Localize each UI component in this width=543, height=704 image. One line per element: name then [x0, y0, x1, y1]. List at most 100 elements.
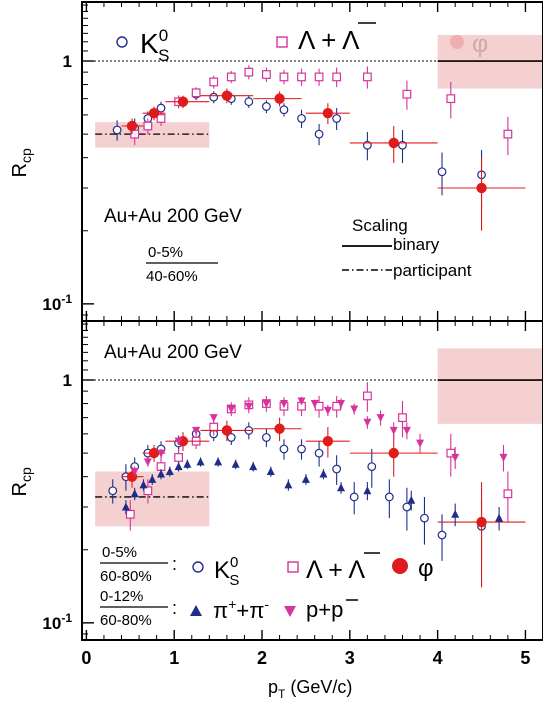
bottom-series-pi-pi--point	[214, 457, 223, 466]
top-series-k0s	[112, 88, 486, 208]
bottom-series-p-pbar-point	[130, 468, 139, 477]
bottom-series-p-pbar-point	[337, 400, 346, 409]
top-series-lambda-antilambda-point	[209, 77, 219, 87]
top-series-lambda-antilambda-point	[332, 72, 342, 82]
top-series-k0s-point	[314, 129, 324, 139]
scaling-binary-label: binary	[393, 235, 440, 254]
bottom-series-k0s-point	[332, 464, 342, 474]
bottom-series-p-pbar-point	[310, 400, 319, 409]
x-axis-title: pT (GeV/c)	[268, 677, 352, 701]
bottom-series-p-pbar-point	[323, 406, 332, 415]
top-y-axis-title: Rcp	[9, 148, 34, 177]
bottom-plot-area	[82, 348, 543, 588]
bottom-series-pi-pi--point	[130, 489, 139, 498]
bottom-series-p-pbar-point	[262, 400, 271, 409]
top-series-lambda-antilambda-point	[297, 72, 306, 82]
bottom-series-lambda-antilambda-point	[446, 448, 456, 458]
top-ratio-denominator: 40-60%	[146, 268, 198, 285]
bottom-annotation: Au+Au 200 GeV	[104, 342, 242, 363]
bottom-series-lambda-antilambda-point	[174, 453, 183, 462]
bottom-series-pi-pi--point	[451, 509, 460, 518]
top-series-k0s-point	[332, 114, 342, 123]
bottom-series-pi-pi-	[121, 457, 504, 531]
bottom-y-tick-label: 1	[63, 371, 72, 390]
bottom-legend-lambda-marker	[287, 561, 299, 573]
top-series-lambda-antilambda-point	[156, 114, 166, 123]
bottom-series-phi-point	[322, 435, 334, 447]
top-series-phi-point	[177, 96, 189, 107]
top-series-lambda-antilambda-point	[402, 89, 412, 99]
bottom-series-pi-pi--point	[148, 474, 157, 483]
bottom-series-phi	[121, 417, 526, 588]
top-series-lambda-antilambda-point	[362, 72, 372, 82]
bottom-series-pi-pi--point	[284, 480, 293, 489]
top-annotation: Au+Au 200 GeV	[104, 206, 242, 227]
bottom-series-lambda-antilambda-point	[503, 489, 513, 499]
legend-ratio1-colon: :	[172, 554, 177, 574]
top-series-k0s-point	[297, 114, 306, 123]
bottom-series-p-pbar-point	[350, 405, 359, 414]
bottom-y-tick-label: 10-1	[42, 611, 72, 633]
bottom-series-k0s-point	[279, 444, 289, 454]
bottom-legend-k0s-label: K0 S	[214, 554, 239, 589]
top-y-tick-label: 1	[63, 52, 72, 71]
bottom-series-p-pbar-point	[157, 449, 166, 458]
bottom-series-phi-point	[476, 516, 487, 528]
top-series-lambda-antilambda-point	[226, 72, 236, 82]
bottom-series-p-pbar-point	[244, 402, 253, 411]
bottom-series-p-pbar-point	[416, 439, 425, 448]
bottom-legend-proton-marker	[284, 606, 296, 617]
bottom-series-pi-pi--point	[157, 469, 166, 478]
bottom-series-k0s-point	[108, 486, 118, 496]
bottom-series-p-pbar-point	[389, 426, 398, 435]
bottom-series-k0s-point	[420, 513, 429, 523]
legend-ratio2-numerator: 0-12%	[100, 588, 143, 605]
bottom-series-k0s-point	[402, 502, 412, 512]
bottom-series-lambda-antilambda-point	[209, 422, 219, 432]
bottom-legend-k0s-marker	[192, 561, 204, 573]
legend-ratio2-colon: :	[172, 598, 177, 618]
top-ratio-numerator: 0-5%	[148, 244, 183, 261]
bottom-legend-phi-marker	[392, 558, 408, 574]
bottom-legend-lambda-label: Λ + Λ	[306, 556, 365, 584]
bottom-series-p-pbar-point	[174, 437, 183, 446]
bottom-series-k0s-point	[297, 444, 306, 454]
top-series-phi-point	[388, 137, 399, 149]
bottom-series-k0s-point	[262, 433, 271, 442]
bottom-series-k0s-point	[349, 492, 359, 502]
top-series-phi-point	[274, 93, 285, 104]
top-series-phi-point	[476, 182, 487, 194]
top-series-k0s-point	[437, 167, 447, 177]
bottom-series-pi-pi--point	[495, 513, 504, 522]
bottom-legend-pion-label: π++π-	[213, 596, 269, 623]
top-series-lambda-antilambda-point	[503, 129, 513, 139]
top-legend-k0s-label: K0 S	[140, 26, 170, 65]
bottom-series-lambda-antilambda-point	[398, 413, 407, 423]
legend-ratio2-denominator: 60-80%	[100, 612, 152, 629]
bottom-series-phi-point	[388, 447, 399, 459]
bottom-series-pi-pi--point	[174, 462, 183, 471]
bottom-x-tick-label: 2	[257, 648, 267, 668]
bottom-series-lambda-antilambda-point	[125, 509, 135, 519]
bottom-series-lambda-antilambda-point	[143, 486, 153, 496]
bottom-series-p-pbar-point	[451, 453, 460, 462]
bottom-legend-pion-marker	[190, 605, 202, 616]
top-series-phi-point	[221, 90, 233, 101]
bottom-series-k0s-point	[226, 433, 236, 442]
bottom-series-pi-pi--point	[249, 462, 258, 471]
scaling-title: Scaling	[352, 216, 408, 235]
top-series-phi	[121, 88, 526, 231]
top-series-phi-point	[322, 107, 334, 119]
bottom-series-k0s-point	[437, 530, 447, 540]
bottom-uncertainty-band-1	[437, 348, 543, 424]
bottom-series-p-pbar-point	[279, 400, 288, 409]
bottom-series-pi-pi--point	[337, 483, 346, 492]
top-series-lambda-antilambda	[130, 65, 513, 156]
top-series-lambda-antilambda-point	[446, 94, 456, 104]
bottom-series-k0s	[108, 422, 486, 561]
bottom-series-phi-point	[148, 447, 160, 459]
legend-ratio1-denominator: 60-80%	[100, 568, 152, 585]
bottom-series-p-pbar-point	[499, 453, 508, 462]
top-series-lambda-antilambda-point	[143, 121, 153, 131]
bottom-series-phi-point	[221, 425, 233, 436]
